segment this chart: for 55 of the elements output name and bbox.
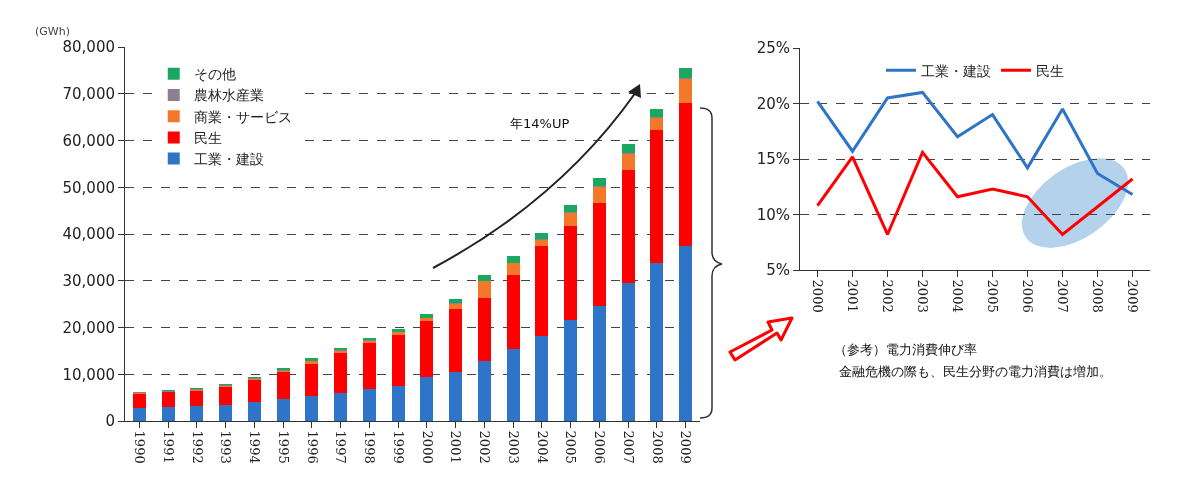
x-tick-label: 2000 [419,430,435,464]
x-tick-label: 2008 [1090,279,1106,313]
y-tick-label: 15% [756,150,790,169]
y-tick-label: 40,000 [62,225,115,244]
y-tick-label: 25% [756,39,790,58]
x-tick-label: 2009 [1125,279,1141,313]
y-tick-label: 10% [756,205,790,224]
legend-label: その他 [193,66,236,83]
x-tick-label: 2007 [1055,279,1071,313]
x-tick-label: 2004 [950,279,966,313]
y-tick-label: 10,000 [62,365,115,384]
y-axis-title: (GWh) [35,25,70,38]
y-tick-label: 20,000 [62,318,115,337]
y-tick-label: 30,000 [62,272,115,290]
legend-label: 商業・サービス [193,108,292,125]
text: （参考）電力消費伸び率 [834,342,977,357]
text: 金融危機の際も、民生分野の電力消費は増加。 [839,364,1112,379]
x-tick-label: 1998 [362,430,378,464]
x-tick-label: 1994 [247,430,263,464]
x-tick-label: 1993 [218,430,234,464]
x-tick-label: 1991 [160,430,176,464]
x-tick-label: 2000 [810,279,826,313]
x-tick-label: 2005 [563,430,579,464]
x-tick-label: 2005 [985,279,1001,313]
x-tick-label: 1999 [390,430,406,464]
x-tick-label: 2003 [915,279,931,313]
legend-label: 工業・建設 [193,151,264,168]
y-tick-label: 50,000 [62,178,115,197]
x-tick-label: 1992 [189,430,205,464]
x-tick-label: 2002 [880,279,896,313]
y-tick-label: 60,000 [62,131,115,150]
annotation: 年14%UP [510,116,570,131]
y-tick-label: 20% [756,94,790,113]
x-tick-label: 2008 [649,430,665,464]
x-tick-label: 1997 [333,430,349,464]
legend-label: 工業・建設 [921,62,991,79]
x-tick-label: 2004 [534,430,550,464]
y-tick-label: 0 [105,412,115,431]
legend-label: 民生 [1036,62,1064,79]
x-tick-label: 2007 [620,430,636,464]
x-tick-label: 2009 [678,430,694,464]
x-tick-label: 2006 [1020,279,1036,313]
y-tick-label: 80,000 [62,38,115,57]
x-tick-label: 2003 [505,430,521,464]
x-tick-label: 1990 [132,430,148,464]
x-tick-label: 2006 [592,430,608,464]
legend-label: 農林水産業 [193,87,264,104]
y-tick-label: 70,000 [62,85,115,103]
x-tick-label: 2002 [477,430,493,464]
x-tick-label: 2001 [448,430,464,464]
legend-label: 民生 [193,129,222,146]
x-tick-label: 1995 [275,430,291,464]
y-tick-label: 5% [766,261,790,280]
x-tick-label: 1996 [304,430,320,464]
x-tick-label: 2001 [845,279,861,313]
